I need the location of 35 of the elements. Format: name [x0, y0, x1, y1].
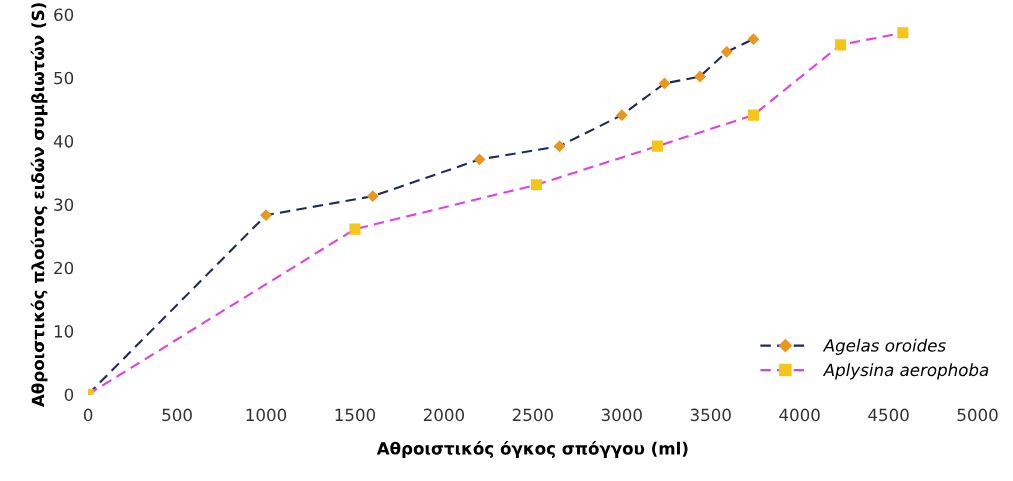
x-axis-title: Αθροιστικός όγκος σπόγγου (ml)	[376, 441, 688, 458]
point	[835, 39, 847, 51]
y-tick-label: 40	[53, 135, 74, 148]
legend-label: Aplysina aerophoba	[822, 363, 989, 380]
point	[260, 209, 272, 222]
legend-label: Agelas oroides	[822, 338, 946, 355]
point	[720, 45, 733, 58]
y-axis-title: Αθροιστικός πλούτος ειδών συμβιωτών (S)	[30, 3, 48, 407]
point	[651, 140, 663, 152]
x-tick-label: 4000	[779, 408, 820, 422]
y-tick-label: 20	[54, 261, 74, 275]
x-tick-label: 3000	[601, 408, 642, 422]
x-tick-label: 1000	[246, 408, 287, 422]
point	[747, 109, 759, 121]
point	[553, 140, 566, 153]
x-tick-label: 3500	[690, 408, 731, 422]
point	[366, 190, 379, 203]
x-tick-label: 500	[162, 408, 192, 422]
y-tick-label: 0	[64, 388, 74, 401]
point	[694, 70, 706, 83]
point	[897, 27, 909, 39]
x-tick-label: 0	[83, 408, 93, 422]
x-tick-label: 2000	[423, 408, 464, 422]
x-tick-label: 2500	[512, 408, 553, 422]
x-tick-label: 4500	[868, 408, 909, 422]
x-tick-label: 1500	[335, 408, 376, 422]
point	[747, 33, 760, 46]
y-tick-label: 60	[54, 8, 74, 21]
point	[615, 109, 628, 122]
y-tick-label: 30	[54, 198, 74, 211]
y-tick-label: 50	[54, 71, 74, 85]
y-tick-label: 10	[54, 325, 74, 338]
point	[530, 179, 542, 191]
point	[349, 223, 361, 235]
x-tick-label: 5000	[957, 408, 998, 422]
